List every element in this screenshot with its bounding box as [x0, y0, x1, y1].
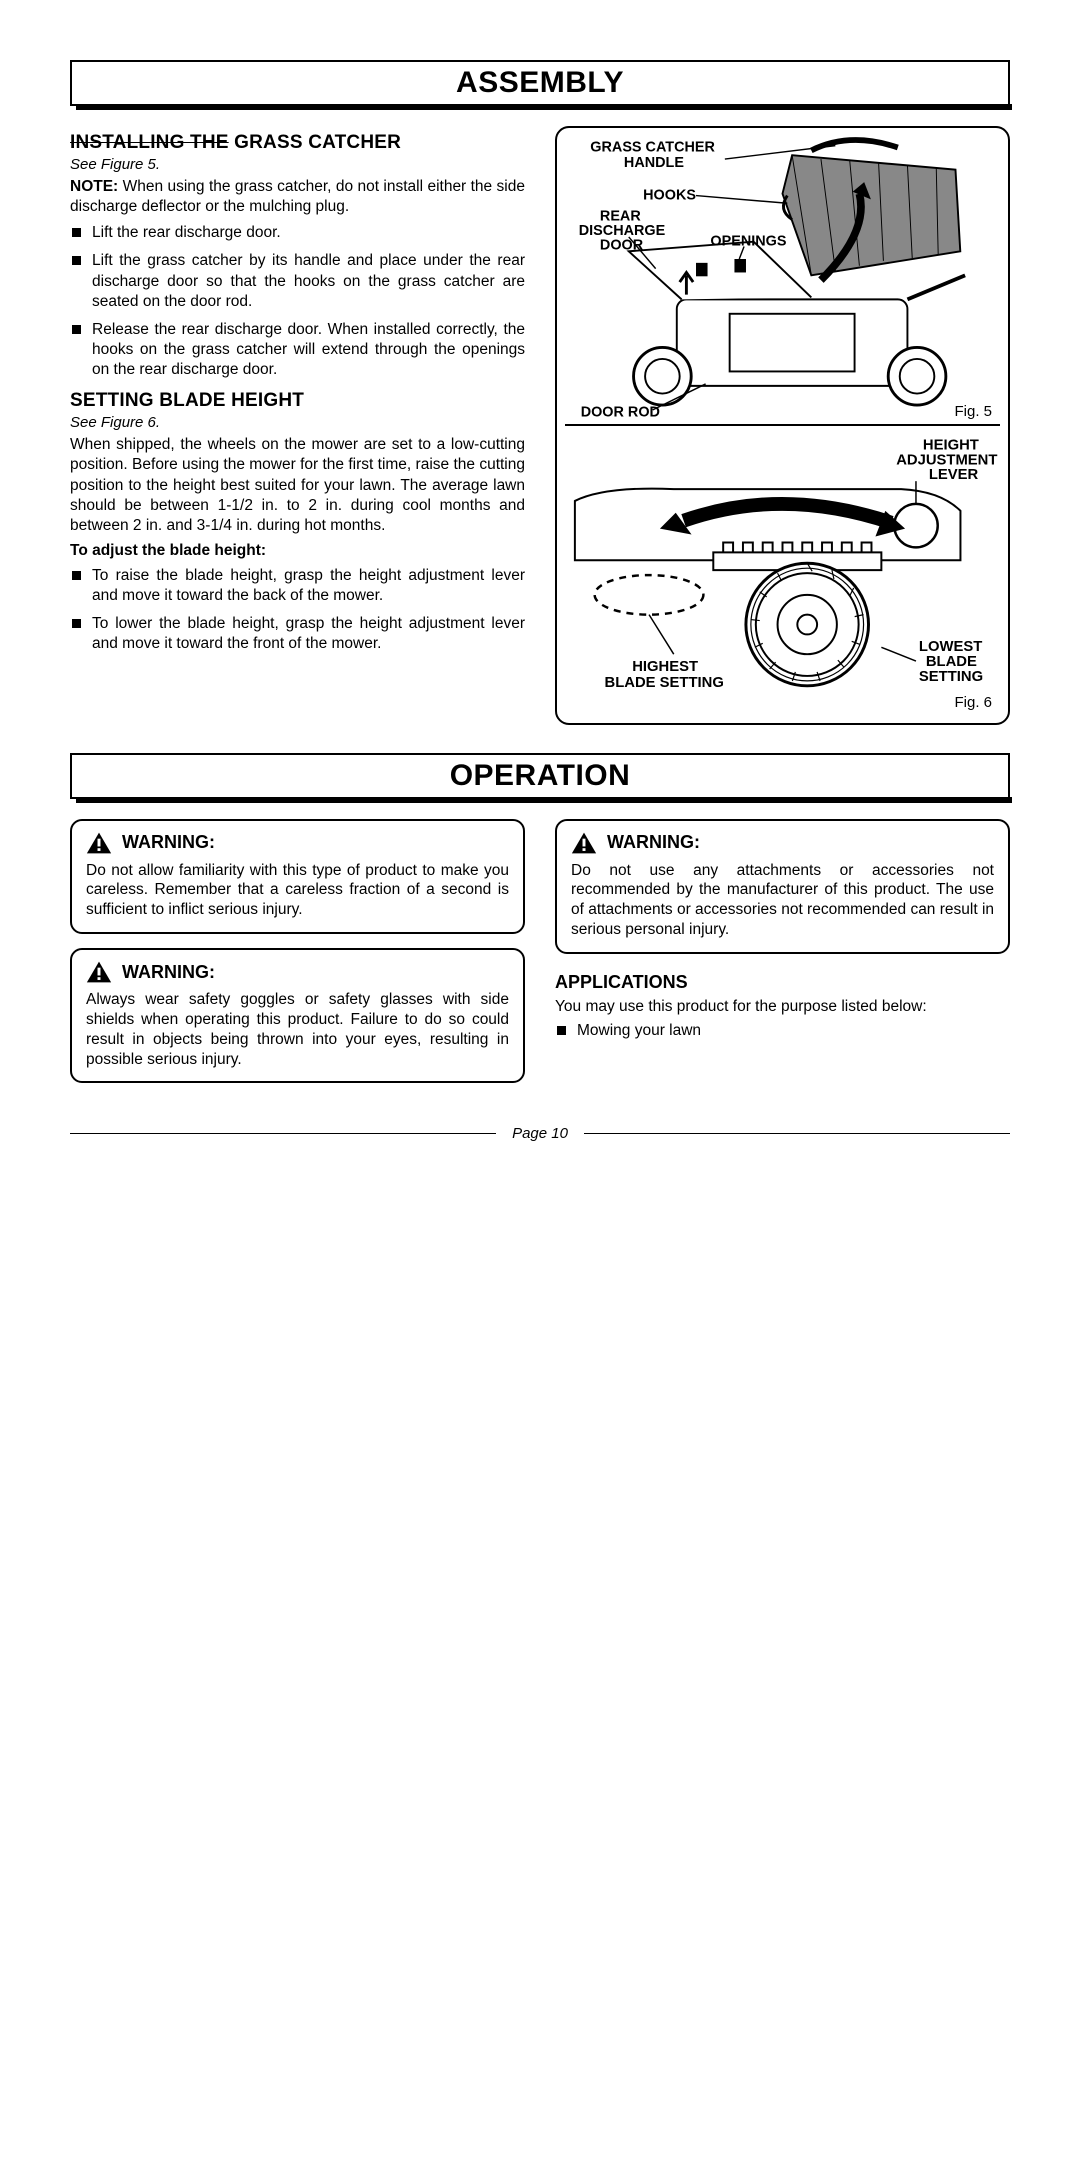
figure-6: HEIGHT ADJUSTMENT LEVER HIGHEST BLADE SE… — [565, 426, 1000, 714]
list-item: Lift the rear discharge door. — [70, 223, 525, 243]
label-lowest: LOWEST BLADE SETTING — [919, 640, 986, 686]
page-number: Page 10 — [512, 1125, 568, 1142]
label-door-rod: DOOR ROD — [581, 405, 660, 421]
adjust-label: To adjust the blade height: — [70, 542, 525, 560]
warning-header: WARNING: — [86, 960, 509, 984]
list-item: To lower the blade height, grasp the hei… — [70, 614, 525, 654]
mower-side-icon — [575, 481, 961, 570]
label-highest: HIGHEST BLADE SETTING — [605, 659, 724, 691]
blade-heading: SETTING BLADE HEIGHT — [70, 390, 525, 412]
install-note: NOTE: When using the grass catcher, do n… — [70, 177, 525, 217]
install-bullets: Lift the rear discharge door. Lift the g… — [70, 223, 525, 380]
label-openings: OPENINGS — [710, 234, 786, 250]
figure-6-svg: HEIGHT ADJUSTMENT LEVER HIGHEST BLADE SE… — [565, 426, 1000, 714]
operation-banner: OPERATION — [70, 753, 1010, 799]
list-item: Lift the grass catcher by its handle and… — [70, 251, 525, 311]
see-figure-6: See Figure 6. — [70, 414, 525, 431]
assembly-columns: INSTALLING THE GRASS CATCHER See Figure … — [70, 126, 1010, 725]
operation-right: WARNING: Do not use any attachments or a… — [555, 819, 1010, 1098]
figure-column: GRASS CATCHER HANDLE HOOKS REAR DISCHARG… — [555, 126, 1010, 725]
page-footer: Page 10 — [70, 1125, 1010, 1142]
assembly-text-column: INSTALLING THE GRASS CATCHER See Figure … — [70, 126, 525, 725]
warning-label: WARNING: — [122, 832, 215, 853]
footer-rule-right — [584, 1133, 1010, 1134]
blade-para: When shipped, the wheels on the mower ar… — [70, 435, 525, 536]
warning-label: WARNING: — [607, 832, 700, 853]
applications-intro: You may use this product for the purpose… — [555, 997, 1010, 1017]
assembly-title: ASSEMBLY — [72, 62, 1008, 104]
warning-box-2: WARNING: Always wear safety goggles or s… — [70, 948, 525, 1083]
label-height-lever: HEIGHT ADJUSTMENT LEVER — [896, 438, 1000, 484]
warning-icon — [86, 831, 112, 855]
figure-5-caption: Fig. 5 — [954, 403, 992, 420]
operation-columns: WARNING: Do not allow familiarity with t… — [70, 819, 1010, 1098]
warning-2-text: Always wear safety goggles or safety gla… — [86, 990, 509, 1069]
warning-box-3: WARNING: Do not use any attachments or a… — [555, 819, 1010, 954]
figure-5-svg: GRASS CATCHER HANDLE HOOKS REAR DISCHARG… — [565, 136, 1000, 424]
warning-header: WARNING: — [571, 831, 994, 855]
applications-bullets: Mowing your lawn — [555, 1021, 1010, 1049]
label-grass-catcher-handle: GRASS CATCHER HANDLE — [590, 139, 719, 170]
assembly-banner: ASSEMBLY — [70, 60, 1010, 106]
figure-box: GRASS CATCHER HANDLE HOOKS REAR DISCHARG… — [555, 126, 1010, 725]
label-rear-discharge-door: REAR DISCHARGE DOOR — [579, 209, 669, 254]
warning-1-text: Do not allow familiarity with this type … — [86, 861, 509, 920]
label-hooks: HOOKS — [643, 187, 696, 203]
warning-3-text: Do not use any attachments or accessorie… — [571, 861, 994, 940]
grass-catcher-icon — [783, 140, 961, 275]
wheel-icon — [746, 564, 869, 687]
warning-label: WARNING: — [122, 962, 215, 983]
warning-icon — [86, 960, 112, 984]
installing-heading: INSTALLING THE GRASS CATCHER — [70, 132, 525, 154]
warning-box-1: WARNING: Do not allow familiarity with t… — [70, 819, 525, 934]
footer-rule-left — [70, 1133, 496, 1134]
figure-5: GRASS CATCHER HANDLE HOOKS REAR DISCHARG… — [565, 136, 1000, 426]
list-item: Release the rear discharge door. When in… — [70, 320, 525, 380]
operation-title: OPERATION — [72, 755, 1008, 797]
blade-bullets: To raise the blade height, grasp the hei… — [70, 566, 525, 655]
applications-heading: APPLICATIONS — [555, 972, 1010, 993]
list-item: Mowing your lawn — [555, 1021, 1010, 1041]
warning-header: WARNING: — [86, 831, 509, 855]
warning-icon — [571, 831, 597, 855]
list-item: To raise the blade height, grasp the hei… — [70, 566, 525, 606]
operation-left: WARNING: Do not allow familiarity with t… — [70, 819, 525, 1098]
see-figure-5: See Figure 5. — [70, 156, 525, 173]
figure-6-caption: Fig. 6 — [954, 694, 992, 711]
